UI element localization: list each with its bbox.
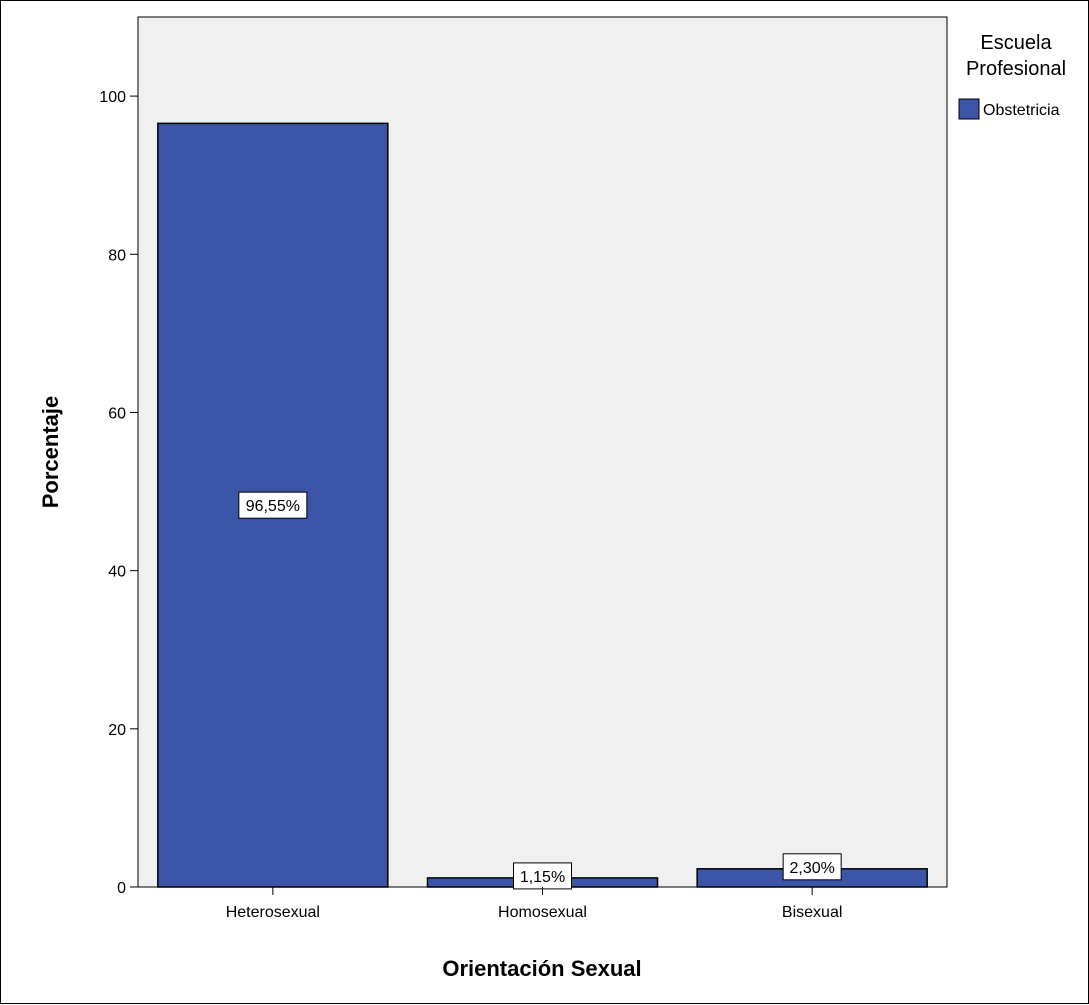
x-tick-label-homosexual: Homosexual xyxy=(498,904,587,921)
x-axis: Heterosexual Homosexual Bisexual xyxy=(226,887,842,921)
legend-swatch xyxy=(958,98,980,120)
y-tick-label-0: 0 xyxy=(117,880,126,897)
x-tick-label-heterosexual: Heterosexual xyxy=(226,904,320,921)
data-label-homosexual: 1,15% xyxy=(520,869,565,886)
data-label-box-homosexual xyxy=(513,862,572,890)
y-axis-title: Porcentaje xyxy=(38,396,63,509)
legend-title-line-1: Escuela xyxy=(980,32,1052,54)
legend-title-line-2: Profesional xyxy=(966,58,1066,80)
data-label-box-bisexual xyxy=(782,853,842,881)
data-label-box-heterosexual xyxy=(238,491,308,519)
data-label-bisexual: 2,30% xyxy=(789,860,834,877)
legend: Escuela Profesional Obstetricia xyxy=(958,32,1066,120)
x-tick-label-bisexual: Bisexual xyxy=(782,904,842,921)
bars: 96,55% 1,15% 2,30% xyxy=(157,122,928,890)
y-tick-label-80: 80 xyxy=(108,247,126,264)
y-tick-label-60: 60 xyxy=(108,405,126,422)
x-axis-title: Orientación Sexual xyxy=(442,956,641,981)
data-label-heterosexual: 96,55% xyxy=(246,498,300,515)
y-tick-label-40: 40 xyxy=(108,564,126,581)
y-axis: 0 20 40 60 80 100 xyxy=(99,89,138,897)
y-tick-label-100: 100 xyxy=(99,89,126,106)
y-tick-label-20: 20 xyxy=(108,722,126,739)
legend-label-obstetricia: Obstetricia xyxy=(983,102,1060,119)
